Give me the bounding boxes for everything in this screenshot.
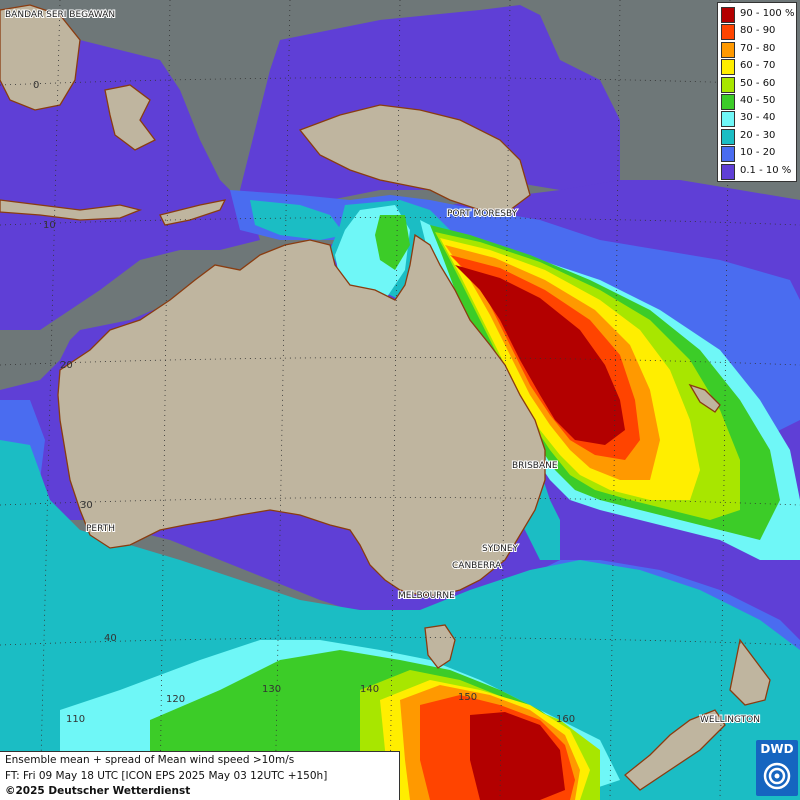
field-teal-north (250, 200, 345, 240)
lon-label-110: 110 (66, 714, 85, 725)
lat-label-0: 0 (33, 80, 39, 91)
legend-item: 10 - 20 (721, 145, 795, 163)
city-port-moresby: PORT MORESBY (447, 209, 518, 219)
city-canberra: CANBERRA (452, 561, 502, 571)
lat-label-40: 40 (104, 633, 117, 644)
legend-label: 20 - 30 (740, 129, 776, 141)
legend-swatch (721, 128, 735, 145)
legend-label: 50 - 60 (740, 77, 776, 89)
legend-label: 30 - 40 (740, 112, 776, 124)
legend-item: 40 - 50 (721, 93, 795, 110)
legend-swatch (721, 146, 735, 163)
forecast-time: FT: Fri 09 May 18 UTC [ICON EPS 2025 May… (5, 769, 328, 782)
legend-label: 80 - 90 (740, 25, 776, 37)
legend-item: 70 - 80 (721, 41, 795, 58)
new-zealand-south (624, 709, 726, 791)
swirl-icon (763, 762, 791, 790)
lat-label-30: 30 (80, 500, 93, 511)
lon-label-120: 120 (166, 694, 185, 705)
lat-label-10: 10 (43, 220, 56, 231)
lon-label-160: 160 (556, 714, 575, 725)
legend-label: 90 - 100 % (740, 8, 795, 19)
lon-label-130: 130 (262, 684, 281, 695)
java-islands (0, 199, 143, 221)
city-melbourne: MELBOURNE (398, 591, 455, 601)
lon-label-150: 150 (458, 692, 477, 703)
field-purple-west (0, 40, 260, 330)
land (0, 4, 771, 791)
timor (159, 199, 227, 226)
lat-label-20: 20 (60, 360, 73, 371)
legend-swatch (721, 24, 735, 41)
legend-item: 20 - 30 (721, 128, 795, 145)
lon-label-140: 140 (360, 684, 379, 695)
legend-item: 30 - 40 (721, 110, 795, 128)
info-box: Ensemble mean + spread of Mean wind spee… (0, 751, 400, 800)
dwd-logo: DWD (756, 740, 798, 796)
legend-label: 70 - 80 (740, 42, 776, 54)
city-brisbane: BRISBANE (512, 461, 558, 471)
copyright-notice: ©2025 Deutscher Wetterdienst (5, 785, 191, 797)
new-zealand-north (729, 638, 771, 706)
legend-item: 90 - 100 % (721, 6, 795, 23)
legend-item: 50 - 60 (721, 76, 795, 93)
legend-swatch (721, 76, 735, 93)
city-bandar-seri-begawan: BANDAR SERI BEGAWAN (5, 10, 115, 20)
legend-swatch (721, 163, 735, 180)
legend-swatch (721, 94, 735, 110)
city-perth: PERTH (86, 524, 115, 534)
product-description: Ensemble mean + spread of Mean wind spee… (5, 754, 295, 766)
sulawesi-landmass (104, 84, 156, 151)
legend-label: 0.1 - 10 % (740, 164, 792, 176)
legend: 90 - 100 % 80 - 90 70 - 80 60 - 70 50 - 60 40… (717, 2, 797, 182)
dwd-logo-text: DWD (760, 742, 794, 756)
city-sydney: SYDNEY (482, 544, 519, 554)
cities: BANDAR SERI BEGAWAN PORT MORESBY BRISBAN… (4, 9, 761, 726)
field-blue-north (230, 190, 800, 440)
legend-item: 80 - 90 (721, 23, 795, 41)
legend-item: 0.1 - 10 % (721, 163, 795, 180)
legend-label: 60 - 70 (740, 60, 776, 72)
new-caledonia (688, 383, 721, 413)
field-darkred (455, 265, 625, 445)
field-darkred-south (470, 712, 565, 800)
borneo-landmass (0, 4, 81, 111)
city-wellington: WELLINGTON (700, 715, 760, 725)
legend-label: 10 - 20 (740, 147, 776, 159)
legend-item: 60 - 70 (721, 58, 795, 76)
australia-landmass (57, 233, 546, 596)
tasmania-landmass (424, 624, 456, 669)
legend-swatch (721, 41, 735, 58)
field-green-gulf (375, 215, 410, 270)
legend-swatch (721, 7, 735, 23)
legend-label: 40 - 50 (740, 95, 776, 106)
coordinate-labels: 0 10 20 30 40 110 120 130 140 150 160 (33, 80, 575, 725)
legend-swatch (721, 59, 735, 76)
new-guinea-landmass (298, 104, 531, 211)
legend-swatch (721, 111, 735, 128)
